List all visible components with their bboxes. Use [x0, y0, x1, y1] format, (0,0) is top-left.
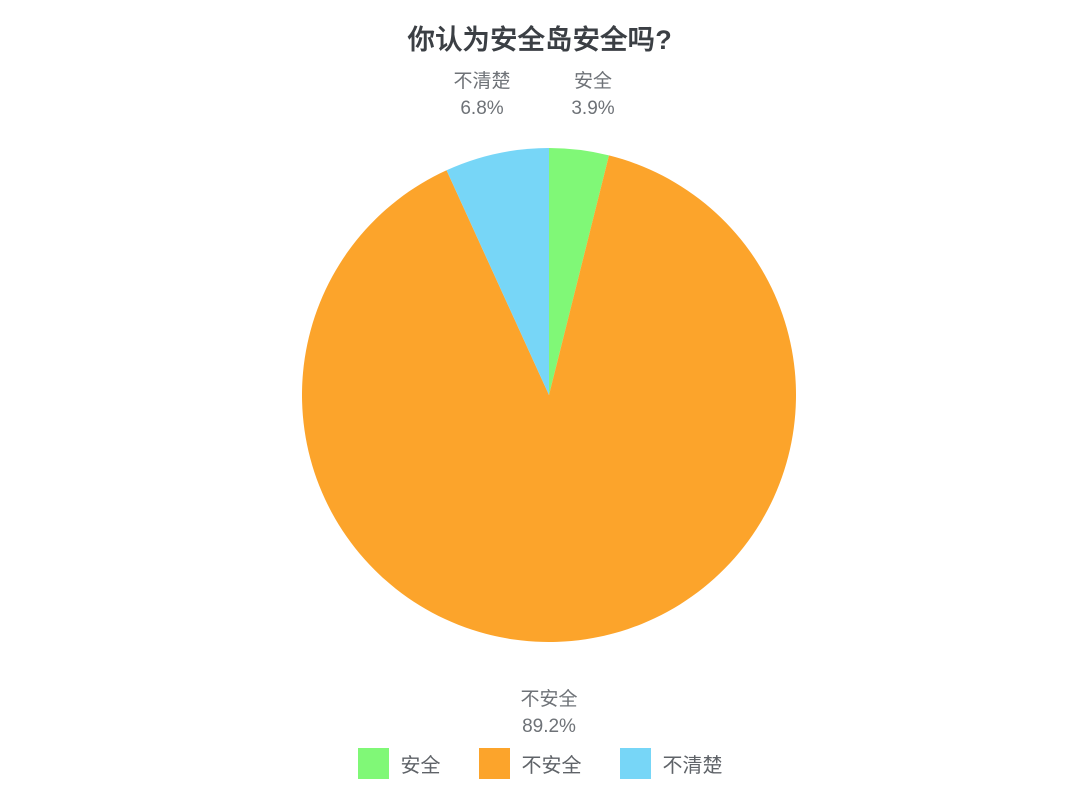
pie-slice[interactable] [302, 155, 796, 642]
slice-label-buanquan-percent: 89.2% [522, 716, 576, 737]
pie-slice[interactable] [446, 148, 549, 395]
slice-label-buqingchu-percent: 6.8% [460, 98, 504, 119]
slice-label-buqingchu: 不清楚 6.8% [407, 68, 557, 122]
slice-label-anquan-name: 安全 [573, 71, 612, 92]
legend-item-label: 不安全 [521, 755, 582, 777]
legend-item-label: 安全 [400, 755, 441, 777]
legend-item[interactable]: 不清楚 [619, 748, 723, 779]
legend-swatch-icon [357, 748, 389, 779]
chart-legend: 安全 不安全 不清楚 [0, 748, 1080, 779]
slice-label-anquan: 安全 3.9% [518, 68, 668, 122]
slice-label-buanquan-name: 不安全 [520, 689, 578, 710]
pie-chart-svg [302, 148, 796, 642]
legend-item[interactable]: 安全 [357, 748, 441, 779]
legend-swatch-icon [619, 748, 651, 779]
legend-item[interactable]: 不安全 [478, 748, 582, 779]
legend-item-label: 不清楚 [662, 755, 723, 777]
slice-label-buqingchu-name: 不清楚 [453, 71, 511, 92]
pie-chart [302, 148, 796, 642]
pie-slice[interactable] [549, 148, 609, 395]
page-title: 你认为安全岛安全吗? [407, 25, 673, 55]
legend-swatch-icon [478, 748, 510, 779]
slice-label-buanquan: 不安全 89.2% [474, 686, 624, 740]
slice-label-anquan-percent: 3.9% [571, 98, 615, 119]
